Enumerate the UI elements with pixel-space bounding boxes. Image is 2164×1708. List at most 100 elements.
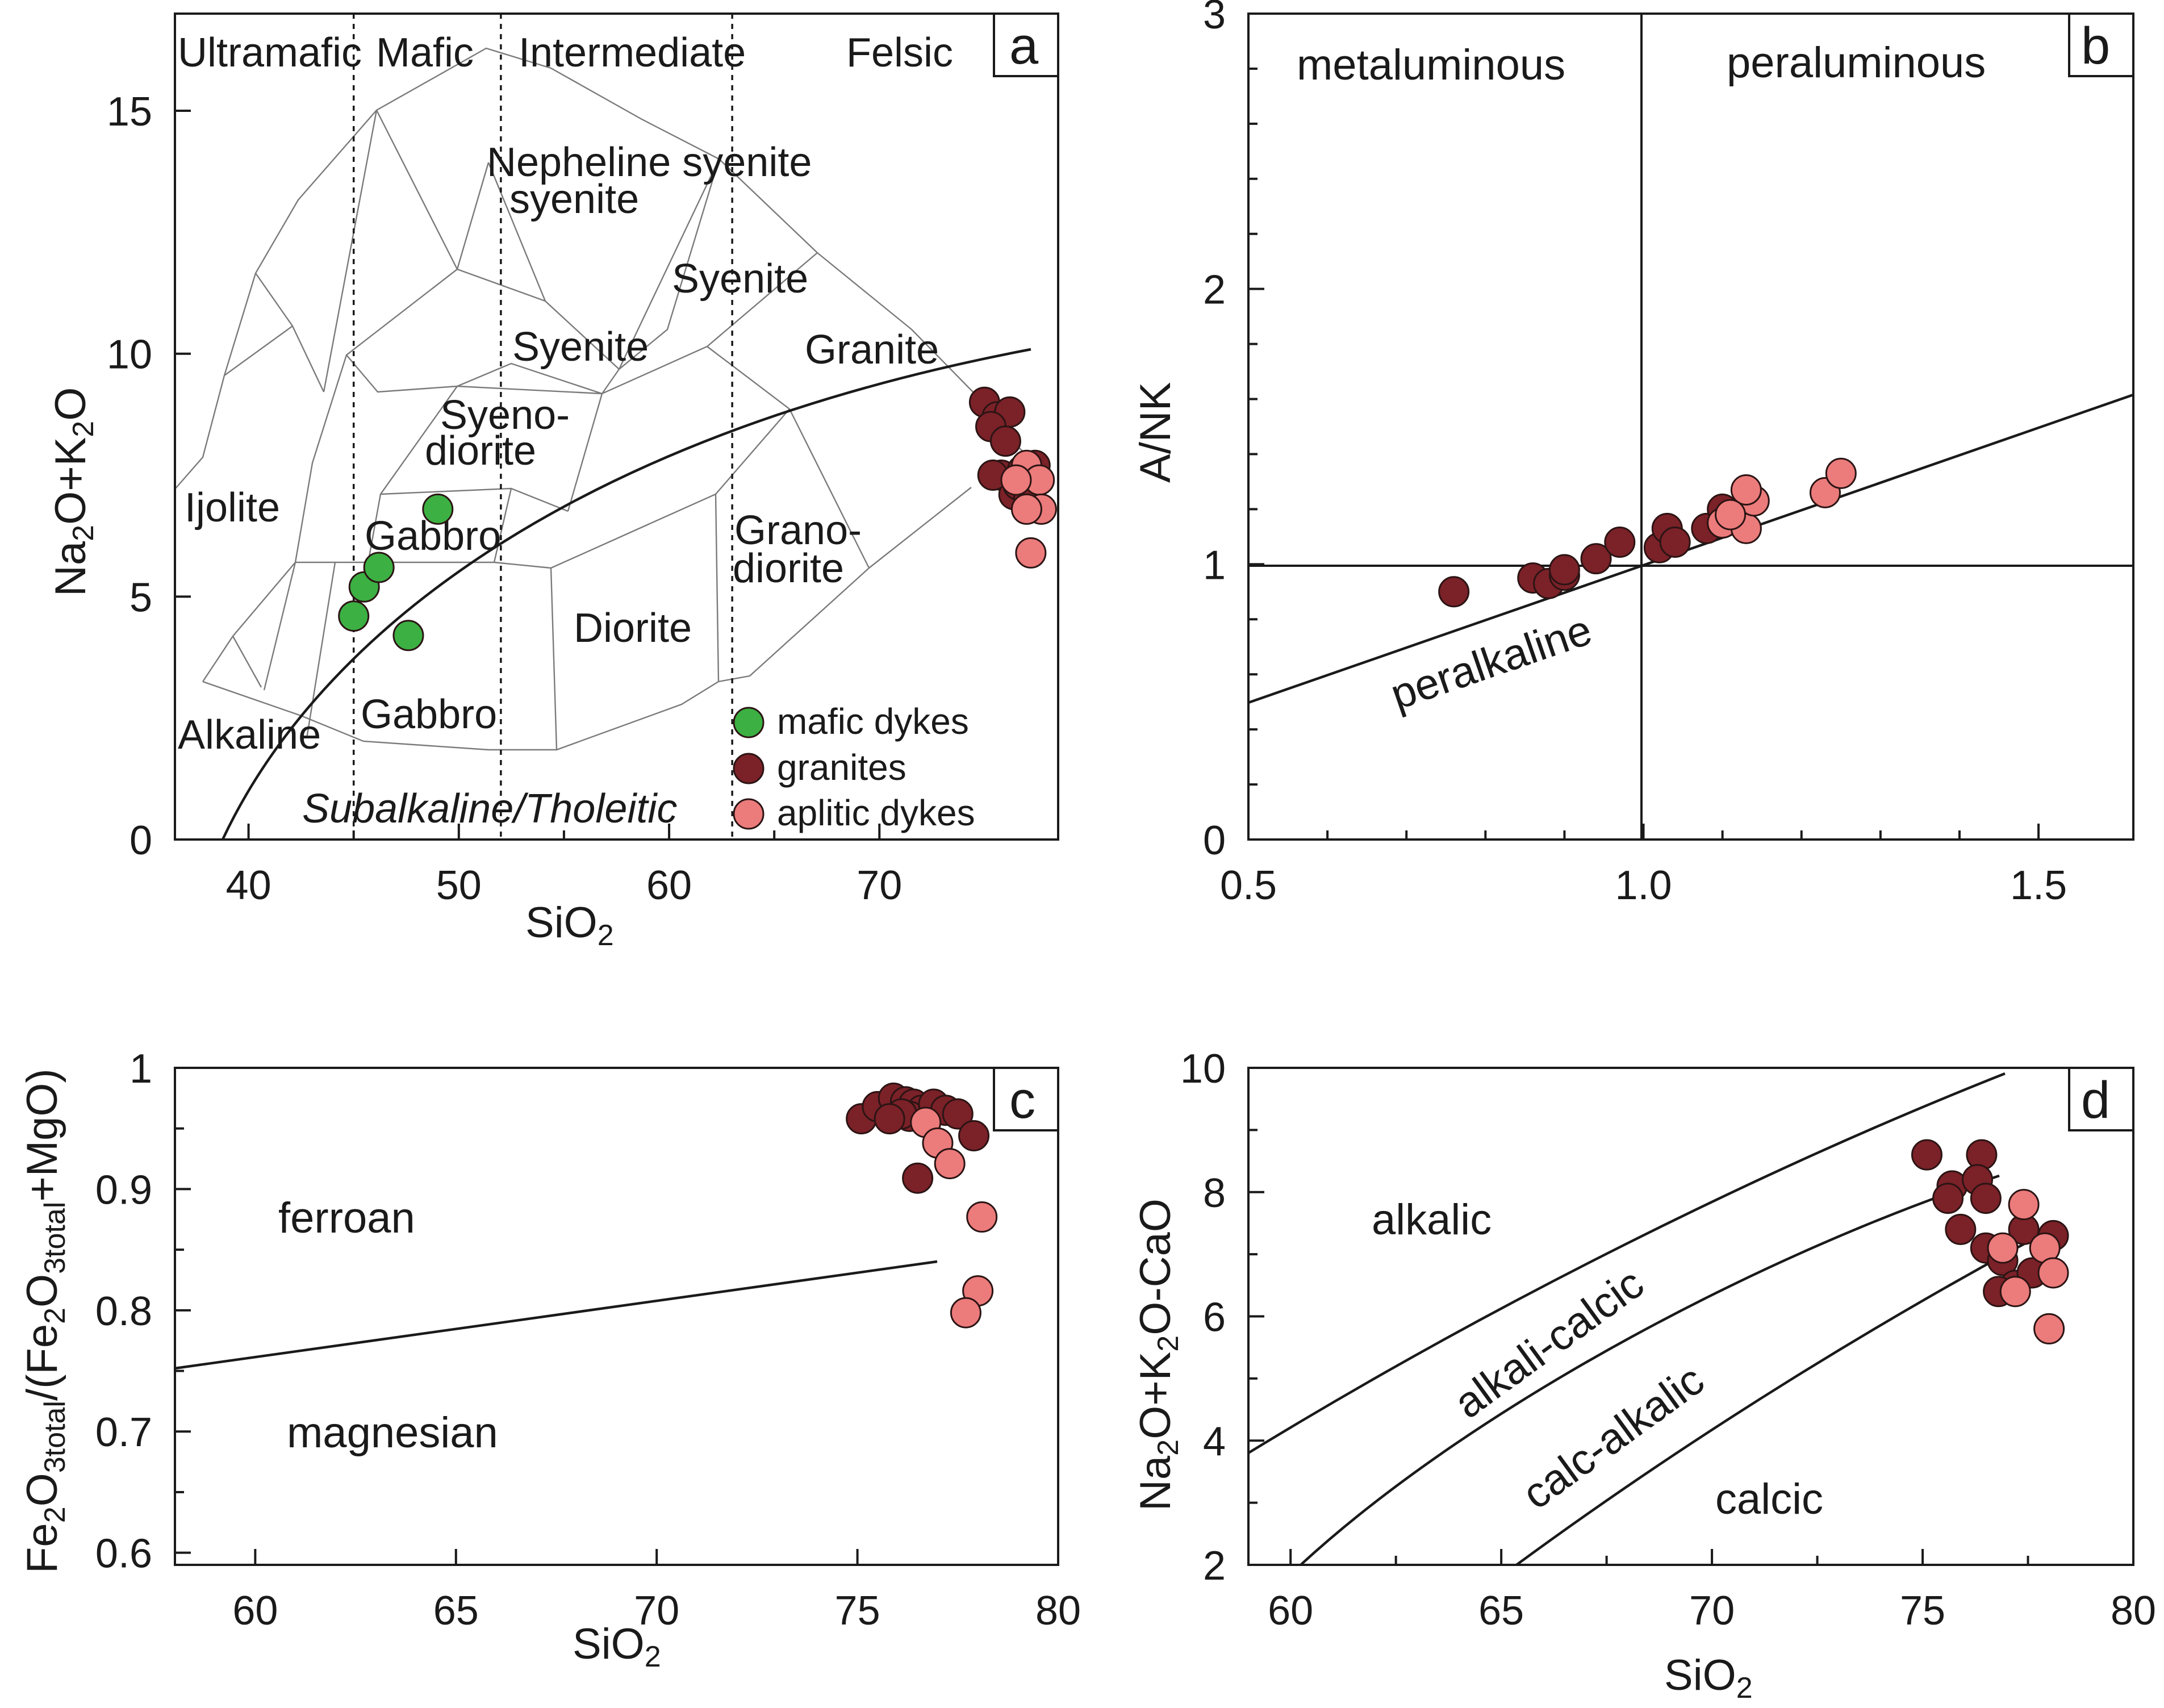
panel-a: 40 50 60 70 0 5 10 15 Ultramafic Mafic Intermed… [47, 12, 1059, 952]
field-metaluminous: metaluminous [1297, 41, 1565, 89]
point-granite [942, 1098, 974, 1130]
point-aplitic [1730, 474, 1762, 506]
y-tick-label: 0.9 [95, 1167, 152, 1213]
point-aplitic [1987, 1232, 2019, 1264]
point-granite [1945, 1213, 1977, 1245]
legend-aplitic: aplitic dykes [777, 792, 975, 833]
x-tick-label: 70 [634, 1588, 679, 1634]
point-aplitic [2033, 1313, 2065, 1344]
field-calc-alkalic: calc-alkalic [1514, 1356, 1713, 1519]
y-tick-label: 0 [129, 818, 152, 863]
point-mafic [422, 493, 454, 525]
point-granite [989, 425, 1021, 457]
y-tick-label: 10 [107, 332, 152, 378]
panel-label-a: a [1009, 17, 1039, 75]
y-tick-label: 8 [1203, 1171, 1226, 1216]
y-tick-label: 0.8 [95, 1289, 152, 1334]
d-xlabel: SiO2 [1664, 1651, 1753, 1705]
field-diorite-3: diorite [733, 546, 844, 591]
y-tick-label: 2 [1203, 1543, 1226, 1589]
b-ylabel: A/NK [1131, 382, 1180, 483]
y-tick-label: 6 [1203, 1295, 1226, 1340]
legend-granites: granites [777, 747, 906, 788]
point-granite [1548, 554, 1580, 586]
panel-c: 60 65 70 75 80 0.6 0.7 0.8 0.9 1 c ferroan magnes… [18, 1046, 1081, 1673]
field-syeno: Syeno- [440, 392, 570, 438]
legend: mafic dykes granites aplitic dykes [733, 701, 975, 833]
point-aplitic [1715, 499, 1747, 531]
y-tick-label: 5 [129, 575, 152, 620]
a-xlabel: SiO2 [525, 899, 614, 952]
point-granite [1438, 576, 1470, 608]
x-tick-label: 60 [1268, 1588, 1313, 1634]
x-tick-label: 40 [226, 863, 271, 908]
y-tick-label: 2 [1203, 268, 1226, 313]
y-tick-label: 4 [1203, 1419, 1226, 1464]
point-granite [1911, 1139, 1942, 1171]
point-granite [958, 1120, 990, 1152]
y-tick-label: 3 [1203, 0, 1226, 37]
field-gabbro-lower: Gabbro [361, 692, 497, 737]
x-tick-label: 70 [1689, 1588, 1735, 1634]
point-aplitic [1825, 457, 1857, 489]
field-syenite-upper: Syenite [672, 256, 808, 302]
a-ylabel: Na2O+K2O [47, 387, 100, 596]
point-granite [1970, 1183, 2002, 1214]
point-aplitic [934, 1148, 966, 1180]
field-magnesian: magnesian [287, 1409, 498, 1457]
point-aplitic [2037, 1257, 2069, 1289]
legend-marker-granite [733, 753, 764, 784]
field-syenite-lower: Syenite [512, 324, 649, 370]
point-aplitic [1010, 493, 1042, 525]
x-tick-label: 60 [646, 863, 692, 908]
region-ultramafic: Ultramafic [178, 30, 362, 76]
point-granite [1932, 1183, 1964, 1214]
d-ylabel: Na2O+K2O-CaO [1131, 1198, 1185, 1511]
x-tick-label: 65 [433, 1588, 479, 1634]
x-tick-label: 50 [436, 863, 482, 908]
point-aplitic [1015, 537, 1047, 569]
legend-mafic: mafic dykes [777, 701, 969, 742]
field-diorite: Diorite [574, 605, 692, 651]
field-nepheline: Nepheline syenite [487, 140, 812, 185]
point-mafic [338, 600, 370, 632]
point-mafic [363, 552, 395, 583]
y-tick-label: 1 [1203, 542, 1226, 588]
field-alkaline: Alkaline [178, 712, 321, 758]
x-tick-label: 65 [1478, 1588, 1524, 1634]
x-tick-label: 80 [1035, 1588, 1081, 1634]
c-ylabel: Fe2O3total/(Fe2O3total+MgO) [18, 1068, 72, 1573]
field-alkalic: alkalic [1372, 1196, 1492, 1244]
field-grano: Grano- [734, 508, 862, 553]
x-tick-label: 1.0 [1615, 863, 1672, 908]
field-ijolite: Ijolite [185, 485, 280, 531]
field-granite: Granite [805, 327, 939, 373]
point-aplitic [950, 1297, 981, 1329]
y-tick-label: 1 [129, 1046, 152, 1092]
x-tick-label: 75 [835, 1588, 880, 1634]
y-tick-label: 10 [1180, 1046, 1226, 1092]
x-tick-label: 80 [2111, 1588, 2156, 1634]
point-granite [1659, 527, 1691, 558]
region-mafic: Mafic [376, 30, 474, 76]
panel-label-c: c [1009, 1071, 1035, 1129]
y-tick-label: 0 [1203, 818, 1226, 863]
point-granite [874, 1103, 905, 1135]
region-intermediate: Intermediate [519, 30, 746, 76]
point-granite [1580, 543, 1612, 575]
point-mafic [392, 620, 424, 652]
legend-marker-aplitic [733, 798, 764, 830]
x-tick-label: 1.5 [2010, 863, 2067, 908]
y-tick-label: 0.7 [95, 1410, 152, 1455]
field-peraluminous: peraluminous [1727, 39, 1986, 87]
panel-b: 0.5 1.0 1.5 0 1 2 3 b metaluminous peraluminou… [1131, 0, 2134, 908]
field-diorite-2: diorite [425, 428, 536, 474]
panel-label-d: d [2081, 1071, 2110, 1129]
point-granite [902, 1162, 934, 1194]
field-peralkaline: peralkaline [1385, 605, 1598, 719]
region-felsic: Felsic [846, 30, 953, 76]
point-granite [1604, 527, 1636, 558]
x-tick-label: 60 [232, 1588, 278, 1634]
